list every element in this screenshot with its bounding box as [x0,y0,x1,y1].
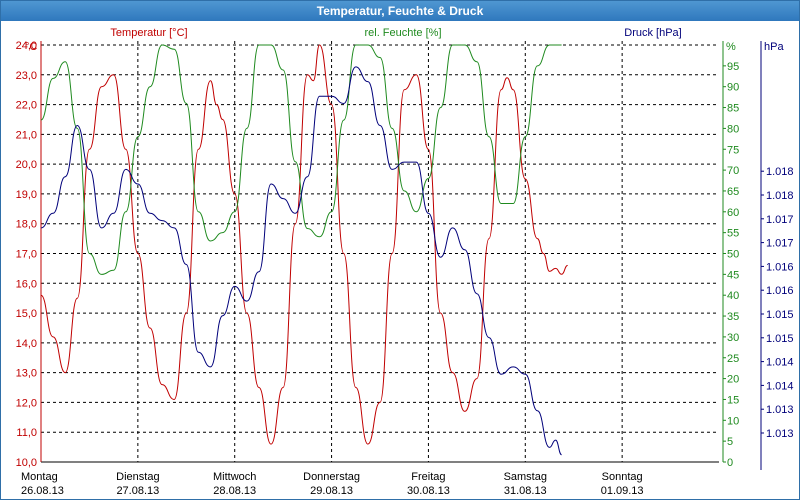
x-tick-date: 01.09.13 [601,485,644,497]
middle-axis-label: rel. Feuchte [%] [364,27,441,39]
right-tick-label: 1.017 [766,238,794,250]
right-tick-label: 1.015 [766,333,794,345]
middle-tick-label: 85 [727,103,739,115]
x-tick-day: Mittwoch [213,471,256,483]
right-tick-label: 1.017 [766,214,794,226]
left-tick-label: 24,0 [16,40,37,52]
left-tick-label: 15,0 [16,308,37,320]
left-tick-label: 10,0 [16,457,37,469]
x-tick-date: 30.08.13 [407,485,450,497]
x-tick-day: Freitag [411,471,445,483]
left-tick-label: 12,0 [16,397,37,409]
middle-tick-label: 10 [727,415,739,427]
middle-tick-label: 40 [727,290,739,302]
x-tick-date: 31.08.13 [504,485,547,497]
left-tick-label: 20,0 [16,159,37,171]
x-tick-day: Dienstag [116,471,159,483]
middle-tick-label: 50 [727,249,739,261]
series [40,44,568,456]
left-tick-label: 23,0 [16,70,37,82]
right-tick-label: 1.013 [766,428,794,440]
right-tick-label: 1.016 [766,261,794,273]
left-tick-label: 16,0 [16,278,37,290]
pressure-line [40,66,562,456]
right-tick-label: 1.013 [766,404,794,416]
left-tick-label: 22,0 [16,100,37,112]
grid [41,41,719,463]
left-tick-label: 18,0 [16,219,37,231]
middle-tick-label: 35 [727,311,739,323]
middle-tick-label: 30 [727,332,739,344]
right-axis-label: Druck [hPa] [624,27,681,39]
x-tick-day: Sonntag [602,471,643,483]
x-tick-day: Montag [21,471,58,483]
left-tick-label: 11,0 [16,427,37,439]
right-tick-label: 1.014 [766,357,794,369]
right-tick-label: 1.018 [766,166,794,178]
middle-tick-label: 75 [727,144,739,156]
middle-tick-label: 80 [727,123,739,135]
middle-tick-label: 60 [727,207,739,219]
middle-axis-unit: % [726,41,736,53]
x-tick-date: 28.08.13 [213,485,256,497]
left-tick-label: 21,0 [16,129,37,141]
middle-tick-label: 45 [727,269,739,281]
x-tick-day: Donnerstag [303,471,360,483]
middle-tick-label: 15 [727,394,739,406]
middle-tick-label: 25 [727,353,739,365]
x-tick-date: 29.08.13 [310,485,353,497]
humidity-line [40,44,562,275]
x-tick-date: 27.08.13 [116,485,159,497]
left-tick-label: 19,0 [16,189,37,201]
right-tick-label: 1.018 [766,190,794,202]
right-axis-unit: hPa [764,41,784,53]
middle-tick-label: 95 [727,61,739,73]
middle-tick-label: 0 [727,457,733,469]
left-tick-label: 17,0 [16,249,37,261]
right-tick-label: 1.016 [766,285,794,297]
left-tick-label: 13,0 [16,368,37,380]
left-axis-unit: °C [25,41,37,53]
middle-tick-label: 55 [727,228,739,240]
middle-tick-label: 5 [727,436,733,448]
axes: 10,0 11,0 12,0 13,0 14,0 15,0 16,0 17,0 18,0 19,0… [16,40,794,497]
right-tick-label: 1.015 [766,309,794,321]
middle-tick-label: 20 [727,374,739,386]
temperature-line [40,44,568,445]
middle-tick-label: 90 [727,82,739,94]
middle-tick-label: 70 [727,165,739,177]
x-tick-day: Samstag [504,471,547,483]
x-tick-date: 26.08.13 [21,485,64,497]
middle-tick-label: 65 [727,186,739,198]
left-axis-label: Temperatur [°C] [110,27,187,39]
left-tick-label: 14,0 [16,338,37,350]
right-tick-label: 1.014 [766,380,794,392]
window-title: Temperatur, Feuchte & Druck [1,1,799,21]
